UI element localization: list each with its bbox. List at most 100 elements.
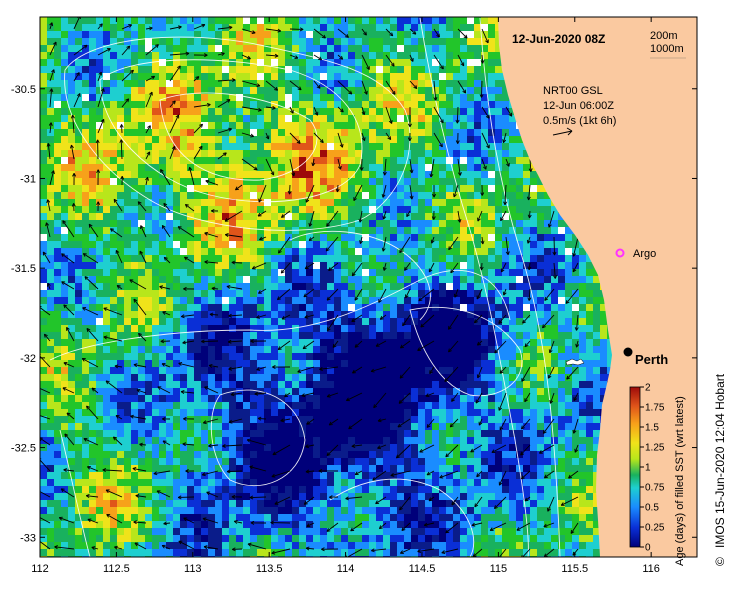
sst-cell [446, 171, 454, 179]
sst-cell [481, 339, 489, 347]
sst-cell [439, 87, 447, 95]
sst-cell [61, 269, 69, 277]
sst-cell [40, 157, 48, 165]
sst-cell [250, 94, 258, 102]
sst-cell [446, 38, 454, 46]
sst-cell [166, 157, 174, 165]
sst-cell [348, 136, 356, 144]
sst-cell [152, 164, 160, 172]
sst-cell [467, 367, 475, 375]
sst-cell [481, 360, 489, 368]
sst-cell [369, 45, 377, 53]
sst-cell [103, 220, 111, 228]
sst-cell [488, 129, 496, 137]
sst-cell [173, 199, 181, 207]
sst-cell [257, 290, 265, 298]
sst-cell [166, 297, 174, 305]
sst-cell [362, 255, 370, 263]
sst-cell [187, 346, 195, 354]
sst-cell [166, 31, 174, 39]
sst-cell [194, 122, 202, 130]
sst-cell [271, 374, 279, 382]
sst-cell [236, 164, 244, 172]
sst-cell [103, 66, 111, 74]
sst-cell [75, 325, 83, 333]
sst-cell [82, 311, 90, 319]
sst-cell [89, 290, 97, 298]
sst-cell [418, 360, 426, 368]
sst-cell [222, 31, 230, 39]
sst-cell [397, 213, 405, 221]
sst-cell [320, 353, 328, 361]
sst-cell [530, 248, 538, 256]
sst-cell [341, 248, 349, 256]
sst-cell [362, 108, 370, 116]
sst-cell [54, 332, 62, 340]
sst-cell [166, 332, 174, 340]
sst-cell [96, 59, 104, 67]
sst-cell [460, 262, 468, 270]
sst-cell [180, 374, 188, 382]
sst-cell [173, 339, 181, 347]
sst-cell [250, 227, 258, 235]
sst-cell [369, 192, 377, 200]
sst-cell [320, 80, 328, 88]
sst-cell [264, 101, 272, 109]
sst-cell [530, 311, 538, 319]
sst-cell [453, 59, 461, 67]
sst-cell [369, 297, 377, 305]
sst-cell [551, 332, 559, 340]
sst-cell [467, 101, 475, 109]
sst-cell [250, 381, 258, 389]
sst-cell [516, 164, 524, 172]
sst-cell [362, 178, 370, 186]
sst-cell [145, 66, 153, 74]
sst-cell [103, 122, 111, 130]
sst-cell [82, 136, 90, 144]
sst-cell [460, 45, 468, 53]
sst-cell [124, 374, 132, 382]
sst-cell [348, 325, 356, 333]
sst-cell [117, 143, 125, 151]
sst-cell [509, 262, 517, 270]
sst-cell [537, 185, 545, 193]
sst-cell [89, 325, 97, 333]
sst-cell [40, 80, 48, 88]
sst-cell [362, 164, 370, 172]
sst-cell [292, 283, 300, 291]
sst-cell [47, 213, 55, 221]
sst-cell [439, 150, 447, 158]
sst-cell [432, 115, 440, 123]
sst-cell [467, 150, 475, 158]
sst-cell [208, 234, 216, 242]
sst-cell [61, 178, 69, 186]
sst-cell [600, 332, 608, 340]
sst-cell [264, 234, 272, 242]
sst-cell [495, 297, 503, 305]
sst-cell [383, 360, 391, 368]
sst-cell [243, 206, 251, 214]
sst-cell [362, 94, 370, 102]
sst-cell [243, 45, 251, 53]
sst-cell [425, 290, 433, 298]
sst-cell [341, 94, 349, 102]
sst-cell [593, 311, 601, 319]
sst-cell [362, 157, 370, 165]
sst-cell [292, 276, 300, 284]
sst-cell [124, 332, 132, 340]
sst-cell [341, 360, 349, 368]
sst-cell [215, 283, 223, 291]
sst-cell [75, 339, 83, 347]
sst-cell [54, 290, 62, 298]
sst-cell [411, 276, 419, 284]
sst-cell [96, 150, 104, 158]
sst-cell [572, 332, 580, 340]
sst-cell [131, 199, 139, 207]
sst-cell [131, 206, 139, 214]
sst-cell [75, 206, 83, 214]
sst-cell [509, 199, 517, 207]
sst-cell [82, 234, 90, 242]
sst-cell [320, 31, 328, 39]
sst-cell [425, 213, 433, 221]
sst-cell [383, 346, 391, 354]
